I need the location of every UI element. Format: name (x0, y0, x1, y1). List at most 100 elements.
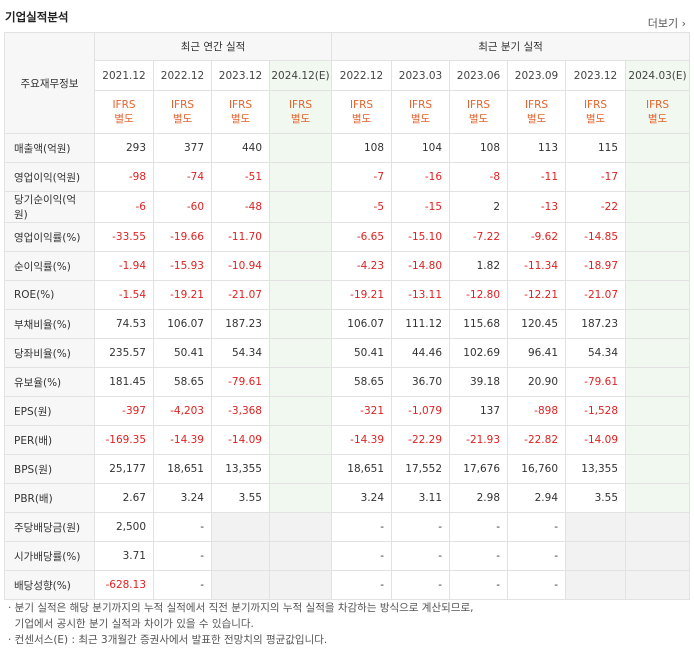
table-cell: -4,203 (153, 396, 212, 426)
table-cell: - (391, 541, 451, 571)
table-cell: -7.22 (449, 222, 509, 252)
table-cell (565, 541, 627, 571)
table-cell: -15.10 (391, 222, 451, 252)
table-cell (268, 280, 333, 310)
table-cell: 54.34 (565, 338, 627, 368)
table-cell (268, 425, 333, 455)
table-cell: 181.45 (94, 367, 154, 397)
ifrs-label: IFRS (645, 99, 670, 111)
table-cell (625, 541, 691, 571)
row-label: 주당배당금(원) (4, 512, 95, 542)
table-cell (625, 280, 691, 310)
table-row: 당좌비율(%) 235.57 50.41 54.34 50.41 44.46 102.69 9… (4, 338, 691, 368)
table-cell: -14.09 (211, 425, 270, 455)
table-cell: 54.34 (211, 338, 270, 368)
table-cell: -9.62 (507, 222, 567, 252)
table-cell: -1,079 (391, 396, 451, 426)
table-cell: -4.23 (331, 251, 393, 281)
table-cell: 18,651 (153, 454, 212, 484)
footnote-3: · 컨센서스(E) : 최근 3개월간 증권사에서 발표한 전망치의 평균값입니… (8, 634, 328, 646)
table-cell: 187.23 (211, 309, 270, 339)
ifrs-label: IFRS (408, 99, 433, 111)
accounting-standard: IFRS 별도 (153, 90, 212, 134)
table-cell (268, 570, 333, 600)
table-cell: -1.54 (94, 280, 154, 310)
table-cell (625, 396, 691, 426)
table-cell: 2.94 (507, 483, 567, 513)
table-cell (268, 191, 333, 223)
table-cell: 104 (391, 133, 451, 163)
table-row: 유보율(%) 181.45 58.65 -79.61 58.65 36.70 39.18 20… (4, 367, 691, 397)
table-row: 부채비율(%) 74.53 106.07 187.23 106.07 111.12 115.… (4, 309, 691, 339)
table-cell: 102.69 (449, 338, 509, 368)
table-cell (268, 367, 333, 397)
table-cell: -22 (565, 191, 627, 223)
table-cell: -21.93 (449, 425, 509, 455)
row-label: BPS(원) (4, 454, 95, 484)
ifrs-label: IFRS (583, 99, 608, 111)
table-cell (268, 309, 333, 339)
table-cell (625, 367, 691, 397)
table-cell: 20.90 (507, 367, 567, 397)
row-label: 당좌비율(%) (4, 338, 95, 368)
row-label: PER(배) (4, 425, 95, 455)
footnotes: · 분기 실적은 해당 분기까지의 누적 실적에서 직전 분기까지의 누적 실적… (8, 600, 473, 648)
table-cell: -79.61 (211, 367, 270, 397)
table-cell: 120.45 (507, 309, 567, 339)
table-cell: 16,760 (507, 454, 567, 484)
table-cell: -22.82 (507, 425, 567, 455)
table-cell: 377 (153, 133, 212, 163)
row-label: 시가배당률(%) (4, 541, 95, 571)
table-cell: 2.98 (449, 483, 509, 513)
table-cell: 13,355 (211, 454, 270, 484)
table-cell: -15 (391, 191, 451, 223)
table-cell: 3.24 (153, 483, 212, 513)
footnote-2: 기업에서 공시한 분기 실적과 차이가 있을 수 있습니다. (8, 618, 254, 630)
quarter-group-header: 최근 분기 실적 (331, 32, 691, 61)
table-cell (565, 570, 627, 600)
table-cell (625, 133, 691, 163)
table-cell: 1.82 (449, 251, 509, 281)
table-cell (625, 309, 691, 339)
table-cell: 106.07 (331, 309, 393, 339)
table-cell: - (331, 570, 393, 600)
table-cell: 113 (507, 133, 567, 163)
more-link[interactable]: 더보기 › (647, 17, 686, 30)
table-cell: - (507, 512, 567, 542)
table-cell: - (507, 541, 567, 571)
table-cell: -48 (211, 191, 270, 223)
table-row: 순이익률(%) -1.94 -15.93 -10.94 -4.23 -14.80 1.82-… (4, 251, 691, 281)
table-row: 매출액(억원) 293 377 440 108 104 108 113 115 (4, 133, 691, 163)
table-cell: -14.09 (565, 425, 627, 455)
ifrs-label: IFRS (170, 99, 195, 111)
ifrs-label: IFRS (466, 99, 491, 111)
table-cell: -169.35 (94, 425, 154, 455)
table-cell: -5 (331, 191, 393, 223)
table-cell (625, 425, 691, 455)
separate-label: 별도 (290, 113, 311, 125)
row-label-header: 주요재무정보 (4, 32, 95, 134)
table-row: 당기순이익(억원) -6 -60 -48 -5 -15 2 -13 -22 (4, 191, 691, 223)
table-cell: 74.53 (94, 309, 154, 339)
table-cell: - (391, 570, 451, 600)
separate-label: 별도 (585, 113, 606, 125)
table-cell: 440 (211, 133, 270, 163)
table-cell: -3,368 (211, 396, 270, 426)
table-cell (625, 512, 691, 542)
annual-group-header: 최근 연간 실적 (93, 32, 333, 61)
period-header: 2023.03 (391, 60, 451, 91)
table-cell: -33.55 (94, 222, 154, 252)
table-row: 시가배당률(%) 3.71- - - - - (4, 541, 691, 571)
separate-label: 별도 (230, 113, 251, 125)
table-cell: 2.67 (94, 483, 154, 513)
table-cell: 115.68 (449, 309, 509, 339)
footnote-1: · 분기 실적은 해당 분기까지의 누적 실적에서 직전 분기까지의 누적 실적… (8, 602, 474, 614)
table-cell: -11.34 (507, 251, 567, 281)
table-cell: -14.80 (391, 251, 451, 281)
table-cell: - (331, 541, 393, 571)
accounting-standard: IFRS 별도 (211, 90, 270, 134)
table-cell: -11 (507, 162, 567, 192)
table-cell (268, 338, 333, 368)
row-label: 매출액(억원) (4, 133, 95, 163)
table-cell: 13,355 (565, 454, 627, 484)
